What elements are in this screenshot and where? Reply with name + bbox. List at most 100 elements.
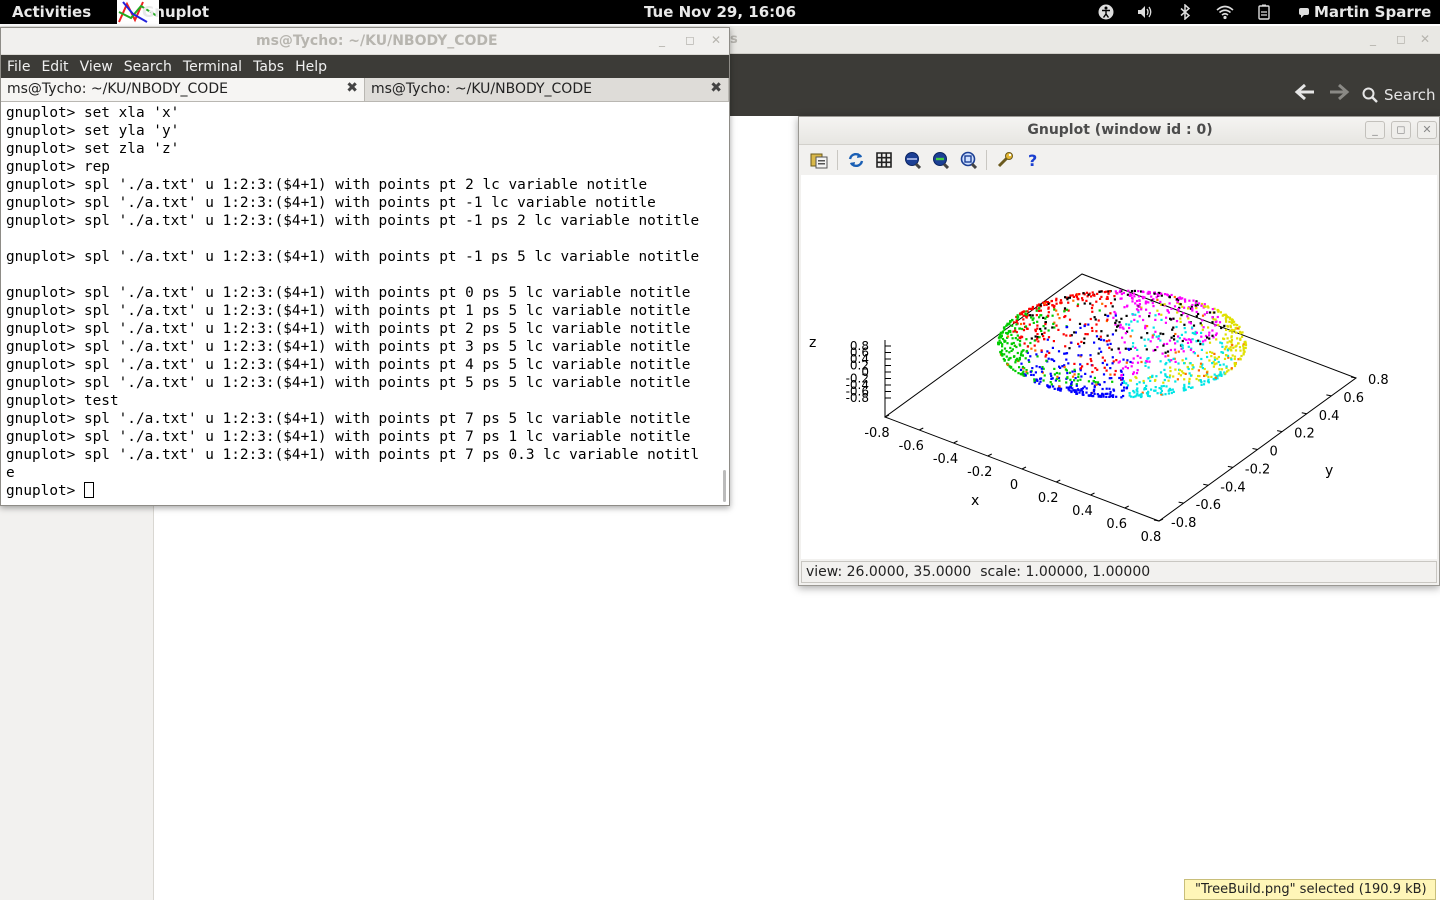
data-point xyxy=(1201,328,1204,331)
data-point xyxy=(1195,315,1198,318)
help-icon[interactable]: ? xyxy=(1019,147,1047,173)
terminal-tab-2[interactable]: ms@Tycho: ~/KU/NBODY_CODE ✖ xyxy=(365,78,729,101)
autoscale-icon[interactable] xyxy=(954,147,982,173)
data-point xyxy=(1153,291,1156,294)
data-point xyxy=(1191,326,1194,329)
wifi-icon[interactable] xyxy=(1213,0,1237,24)
data-point xyxy=(1181,370,1184,373)
menu-terminal[interactable]: Terminal xyxy=(182,58,243,75)
data-point xyxy=(1090,307,1094,310)
copy-to-clipboard-icon[interactable] xyxy=(805,147,833,173)
grid-icon[interactable] xyxy=(870,147,898,173)
bluetooth-icon[interactable] xyxy=(1173,0,1197,24)
data-point xyxy=(1044,317,1047,320)
data-point xyxy=(1039,327,1042,331)
terminal-window[interactable]: ms@Tycho: ~/KU/NBODY_CODE _ ◻ ✕ File Edi… xyxy=(0,27,730,506)
data-point xyxy=(1106,392,1109,395)
data-point xyxy=(1077,373,1080,376)
data-point xyxy=(1168,302,1171,305)
gnuplot-statusbar: view: 26.0000, 35.0000 scale: 1.00000, 1… xyxy=(801,561,1437,583)
volume-icon[interactable] xyxy=(1133,0,1157,24)
config-icon[interactable] xyxy=(991,147,1019,173)
data-point xyxy=(1014,329,1017,332)
menu-file[interactable]: File xyxy=(7,58,31,75)
terminal-output[interactable]: gnuplot> set xla 'x' gnuplot> set yla 'y… xyxy=(1,102,729,504)
zoom-next-icon[interactable] xyxy=(926,147,954,173)
clock[interactable]: Tue Nov 29, 16:06 xyxy=(643,3,797,21)
terminal-prompt-line[interactable]: gnuplot> xyxy=(6,482,724,500)
scatter-3d-plot[interactable]: -0.8-0.6-0.4-0.200.20.40.60.8-0.8-0.6-0.… xyxy=(801,175,1437,559)
data-point xyxy=(1089,394,1092,397)
maximize-icon[interactable]: ◻ xyxy=(1396,32,1406,46)
data-point xyxy=(1020,352,1023,355)
data-point xyxy=(1159,303,1163,306)
data-point xyxy=(1068,296,1071,299)
z-tick-label: 0.6 xyxy=(850,346,869,360)
data-point xyxy=(1183,306,1186,309)
app-menu-label[interactable]: Gnuplot xyxy=(142,3,210,21)
terminal-tab-1[interactable]: ms@Tycho: ~/KU/NBODY_CODE ✖ xyxy=(1,78,365,101)
data-point xyxy=(1092,379,1095,383)
data-point xyxy=(1174,360,1177,363)
close-icon[interactable]: ✕ xyxy=(1420,32,1431,46)
menu-edit[interactable]: Edit xyxy=(41,58,69,75)
accessibility-icon[interactable] xyxy=(1094,0,1118,24)
data-point xyxy=(1225,365,1228,368)
activities-button[interactable]: Activities xyxy=(12,3,92,21)
minimize-icon[interactable]: _ xyxy=(1365,121,1385,139)
close-tab-icon[interactable]: ✖ xyxy=(346,80,358,96)
data-point xyxy=(1188,299,1191,302)
search-button[interactable]: Search xyxy=(1362,86,1436,104)
data-point xyxy=(1010,342,1013,345)
zoom-previous-icon[interactable] xyxy=(898,147,926,173)
data-point xyxy=(1179,317,1182,320)
user-menu[interactable]: Martin Sparre xyxy=(1298,3,1431,21)
data-point xyxy=(1036,355,1039,358)
data-point xyxy=(1227,356,1230,359)
data-point xyxy=(1032,317,1035,320)
close-tab-icon[interactable]: ✖ xyxy=(710,80,722,96)
minimize-icon[interactable]: _ xyxy=(659,33,665,47)
maximize-icon[interactable]: ◻ xyxy=(685,33,695,47)
data-point xyxy=(1113,295,1116,298)
menu-search[interactable]: Search xyxy=(123,58,172,75)
menu-help[interactable]: Help xyxy=(295,58,327,75)
data-point xyxy=(1093,316,1096,319)
maximize-icon[interactable]: ◻ xyxy=(1391,121,1411,139)
data-point xyxy=(1149,340,1152,343)
data-point xyxy=(1227,316,1230,319)
battery-icon[interactable] xyxy=(1252,0,1276,24)
data-point xyxy=(1154,318,1157,321)
data-point xyxy=(1014,361,1017,364)
z-tick-label: 0 xyxy=(861,365,869,379)
data-point xyxy=(1063,352,1066,355)
data-point xyxy=(1049,372,1052,375)
back-arrow-icon[interactable] xyxy=(1294,81,1316,108)
data-point xyxy=(1164,393,1167,396)
terminal-line: gnuplot> spl './a.txt' u 1:2:3:($4+1) wi… xyxy=(6,357,691,373)
menu-view[interactable]: View xyxy=(79,58,113,75)
data-point xyxy=(1093,384,1096,387)
terminal-titlebar[interactable]: ms@Tycho: ~/KU/NBODY_CODE _ ◻ ✕ xyxy=(1,28,729,55)
y-tick-mark xyxy=(1153,519,1160,522)
data-point xyxy=(1036,304,1039,307)
close-icon[interactable]: ✕ xyxy=(1417,121,1437,139)
data-point xyxy=(1011,348,1014,351)
data-point xyxy=(1109,393,1112,396)
data-point xyxy=(1240,354,1243,358)
plot-canvas[interactable]: -0.8 -0.6 -0.4 -0.2 0 0.2 0.4 0.6 0.8 -0.8 -0.6 -0.… xyxy=(801,175,1437,559)
menu-tabs[interactable]: Tabs xyxy=(253,58,285,75)
data-point xyxy=(1111,333,1114,336)
gnuplot-window[interactable]: Gnuplot (window id : 0) _ ◻ ✕ ? xyxy=(798,116,1440,586)
minimize-icon[interactable]: _ xyxy=(1370,32,1376,46)
replot-icon[interactable] xyxy=(842,147,870,173)
data-point xyxy=(1211,351,1214,354)
data-point xyxy=(1211,329,1214,332)
terminal-scrollbar[interactable] xyxy=(723,470,726,502)
forward-arrow-icon[interactable] xyxy=(1328,81,1350,108)
data-point xyxy=(1017,372,1020,375)
y-tick-label: -0.4 xyxy=(1220,480,1245,495)
close-icon[interactable]: ✕ xyxy=(711,33,722,47)
terminal-line: gnuplot> spl './a.txt' u 1:2:3:($4+1) wi… xyxy=(6,339,691,355)
gnuplot-titlebar[interactable]: Gnuplot (window id : 0) _ ◻ ✕ xyxy=(799,117,1439,145)
